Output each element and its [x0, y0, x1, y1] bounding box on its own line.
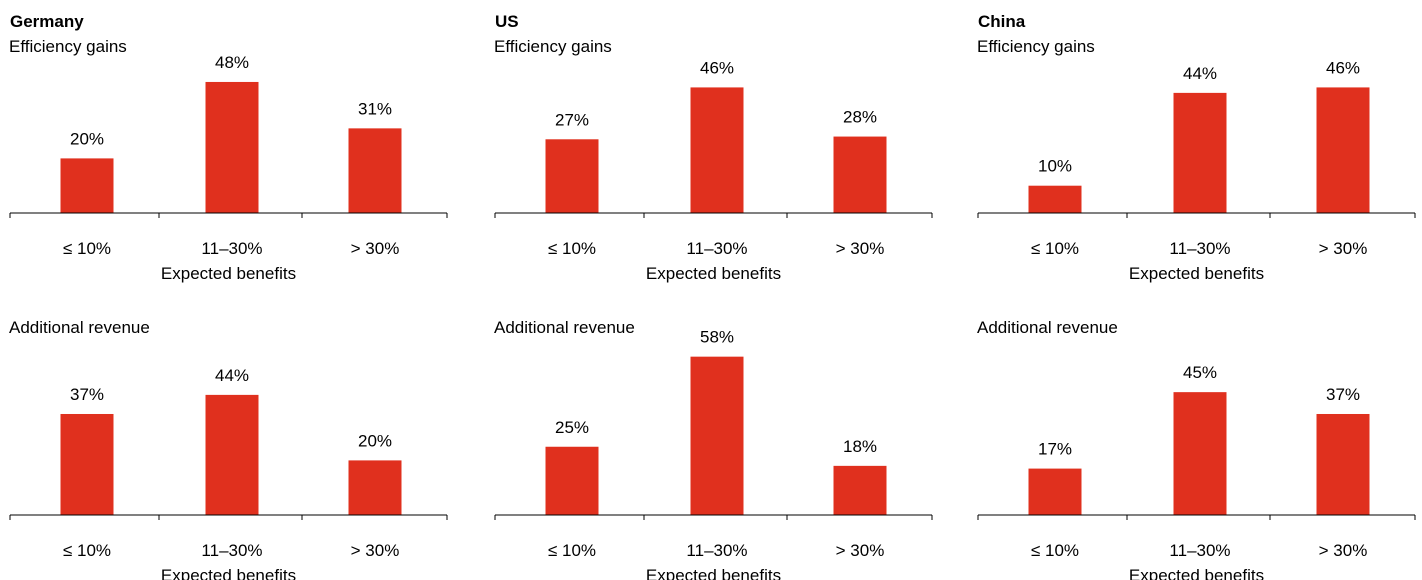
bar: [545, 446, 599, 515]
data-label: 48%: [215, 53, 249, 72]
data-label: 44%: [1183, 64, 1217, 83]
category-label: 11–30%: [686, 541, 747, 560]
bar: [1316, 413, 1370, 515]
data-label: 10%: [1038, 157, 1072, 176]
country-title: Germany: [10, 12, 84, 31]
category-label: > 30%: [351, 541, 400, 560]
chart-title: Efficiency gains: [494, 37, 612, 56]
bar: [348, 128, 402, 213]
data-label: 58%: [700, 328, 734, 347]
chart-title: Additional revenue: [977, 318, 1118, 337]
x-axis-label: Expected benefits: [646, 264, 781, 283]
category-label: 11–30%: [1169, 239, 1230, 258]
chart-panel-1: Germany Efficiency gains 20% 48% 31% ≤ 10% 11–…: [9, 12, 450, 283]
category-label: ≤ 10%: [548, 239, 596, 258]
data-label: 46%: [700, 58, 734, 77]
chart-title: Efficiency gains: [977, 37, 1095, 56]
bar-chart: Efficiency gains 27% 46% 28% ≤ 10% 11–30% > 30…: [494, 37, 933, 283]
chart-panel-3: China Efficiency gains 10% 44% 46% ≤ 10% 11–30…: [977, 12, 1418, 283]
category-label: > 30%: [1319, 541, 1368, 560]
bar: [833, 136, 887, 213]
bar: [833, 465, 887, 515]
data-label: 28%: [843, 108, 877, 127]
bar-chart: Efficiency gains 20% 48% 31% ≤ 10% 11–30% > 30…: [9, 37, 448, 283]
data-label: 17%: [1038, 440, 1072, 459]
bar: [348, 460, 402, 515]
bar: [1028, 468, 1082, 515]
chart-title: Additional revenue: [9, 318, 150, 337]
bar-chart: Additional revenue 25% 58% 18% ≤ 10% 11–30% > …: [494, 318, 933, 580]
x-axis-label: Expected benefits: [1129, 566, 1264, 580]
data-label: 44%: [215, 366, 249, 385]
bar-chart: Additional revenue 37% 44% 20% ≤ 10% 11–30% > …: [9, 318, 448, 580]
bar-chart: Efficiency gains 10% 44% 46% ≤ 10% 11–30% > 30…: [977, 37, 1416, 283]
category-label: 11–30%: [1169, 541, 1230, 560]
data-label: 20%: [358, 431, 392, 450]
bar: [690, 356, 744, 515]
chart-panel-5: Additional revenue 25% 58% 18% ≤ 10% 11–30% > …: [494, 315, 935, 580]
x-axis-label: Expected benefits: [1129, 264, 1264, 283]
data-label: 46%: [1326, 58, 1360, 77]
x-axis-label: Expected benefits: [161, 566, 296, 580]
bar: [690, 87, 744, 213]
category-label: ≤ 10%: [1031, 541, 1079, 560]
category-label: 11–30%: [201, 239, 262, 258]
category-label: ≤ 10%: [548, 541, 596, 560]
chart-panel-2: US Efficiency gains 27% 46% 28% ≤ 10% 11–30% > …: [494, 12, 935, 283]
category-label: ≤ 10%: [63, 541, 111, 560]
data-label: 37%: [70, 385, 104, 404]
data-label: 37%: [1326, 385, 1360, 404]
data-label: 27%: [555, 110, 589, 129]
bar: [205, 81, 259, 214]
x-axis-label: Expected benefits: [646, 566, 781, 580]
bar: [205, 394, 259, 515]
bar: [60, 413, 114, 515]
country-title: US: [495, 12, 519, 31]
x-axis-label: Expected benefits: [161, 264, 296, 283]
bar: [545, 139, 599, 213]
data-label: 45%: [1183, 363, 1217, 382]
category-label: ≤ 10%: [1031, 239, 1079, 258]
category-label: > 30%: [836, 541, 885, 560]
data-label: 18%: [843, 437, 877, 456]
bar: [1173, 392, 1227, 515]
country-title: China: [978, 12, 1026, 31]
bar: [60, 158, 114, 213]
category-label: > 30%: [351, 239, 400, 258]
category-label: 11–30%: [686, 239, 747, 258]
data-label: 31%: [358, 99, 392, 118]
data-label: 25%: [555, 418, 589, 437]
bar: [1173, 92, 1227, 213]
category-label: > 30%: [836, 239, 885, 258]
bar: [1028, 185, 1082, 213]
bar: [1316, 87, 1370, 213]
category-label: > 30%: [1319, 239, 1368, 258]
chart-title: Additional revenue: [494, 318, 635, 337]
category-label: ≤ 10%: [63, 239, 111, 258]
data-label: 20%: [70, 129, 104, 148]
chart-title: Efficiency gains: [9, 37, 127, 56]
chart-panel-4: Additional revenue 37% 44% 20% ≤ 10% 11–30% > …: [9, 315, 450, 580]
chart-panel-6: Additional revenue 17% 45% 37% ≤ 10% 11–30% > …: [977, 315, 1418, 580]
category-label: 11–30%: [201, 541, 262, 560]
bar-chart: Additional revenue 17% 45% 37% ≤ 10% 11–30% > …: [977, 318, 1416, 580]
